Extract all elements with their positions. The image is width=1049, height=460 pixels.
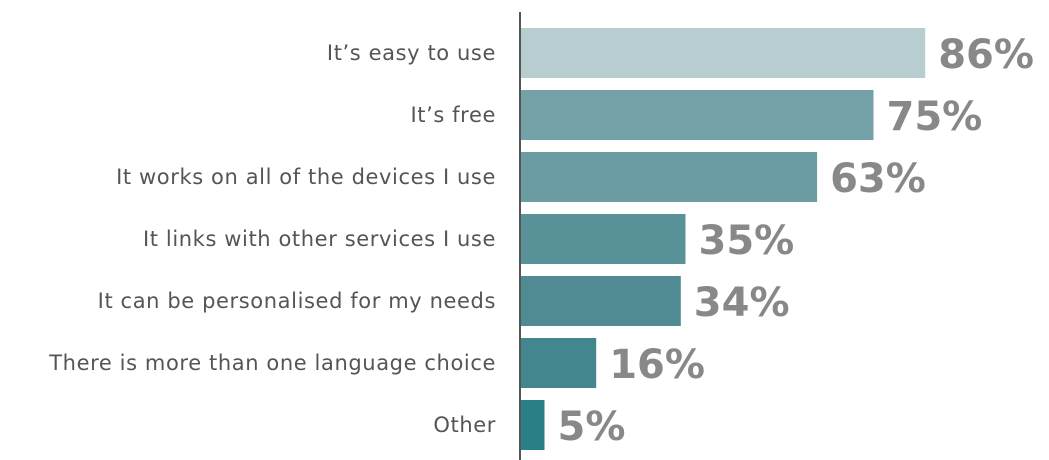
- category-label-1: It’s easy to use: [327, 41, 496, 65]
- bar-3: [521, 152, 818, 202]
- bar-2: [521, 90, 874, 140]
- bar-7: [521, 400, 545, 450]
- value-labels: 86% 75% 63% 35% 34% 16% 5%: [558, 32, 1034, 450]
- category-label-5: It can be personalised for my needs: [98, 289, 496, 313]
- category-label-3: It works on all of the devices I use: [116, 165, 496, 189]
- category-label-7: Other: [433, 413, 496, 437]
- value-label-1: 86%: [938, 32, 1034, 78]
- value-label-3: 63%: [830, 156, 926, 202]
- category-label-6: There is more than one language choice: [48, 351, 496, 375]
- bars-layer: [521, 28, 926, 450]
- bar-5: [521, 276, 681, 326]
- category-label-2: It’s free: [410, 103, 496, 127]
- value-label-6: 16%: [609, 342, 705, 388]
- bar-1: [521, 28, 926, 78]
- category-label-4: It links with other services I use: [143, 227, 496, 251]
- value-label-2: 75%: [887, 94, 983, 140]
- bar-4: [521, 214, 686, 264]
- value-label-4: 35%: [699, 218, 795, 264]
- value-label-5: 34%: [694, 280, 790, 326]
- category-labels: It’s easy to use It’s free It works on all…: [48, 41, 496, 437]
- bar-6: [521, 338, 597, 388]
- value-label-7: 5%: [558, 404, 626, 450]
